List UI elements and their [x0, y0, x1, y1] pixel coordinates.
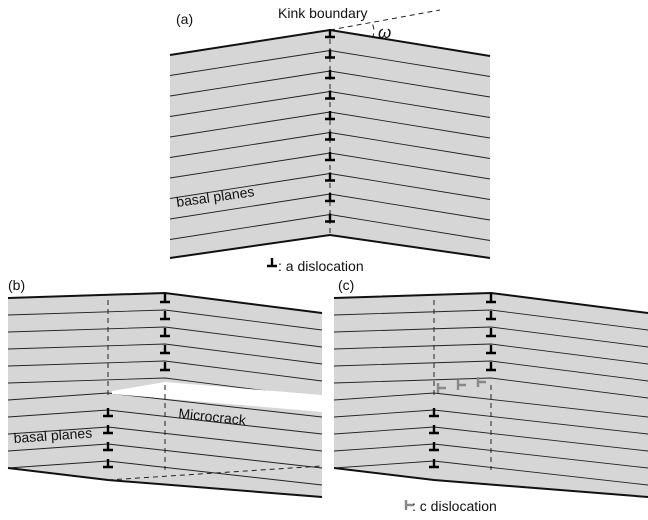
panel-label: (a)	[176, 11, 193, 27]
annotation: Kink boundary	[278, 5, 368, 21]
panel-label: (b)	[8, 277, 25, 293]
legend: : c dislocation	[412, 498, 497, 514]
legend: : a dislocation	[278, 258, 364, 274]
annotation: ω	[378, 23, 391, 42]
figure: (a) Kink boundary ω basal planes : a dis…	[0, 0, 648, 515]
panel-label: (c)	[338, 277, 354, 293]
a-dislocation	[267, 258, 277, 266]
omega-arc	[372, 23, 374, 38]
